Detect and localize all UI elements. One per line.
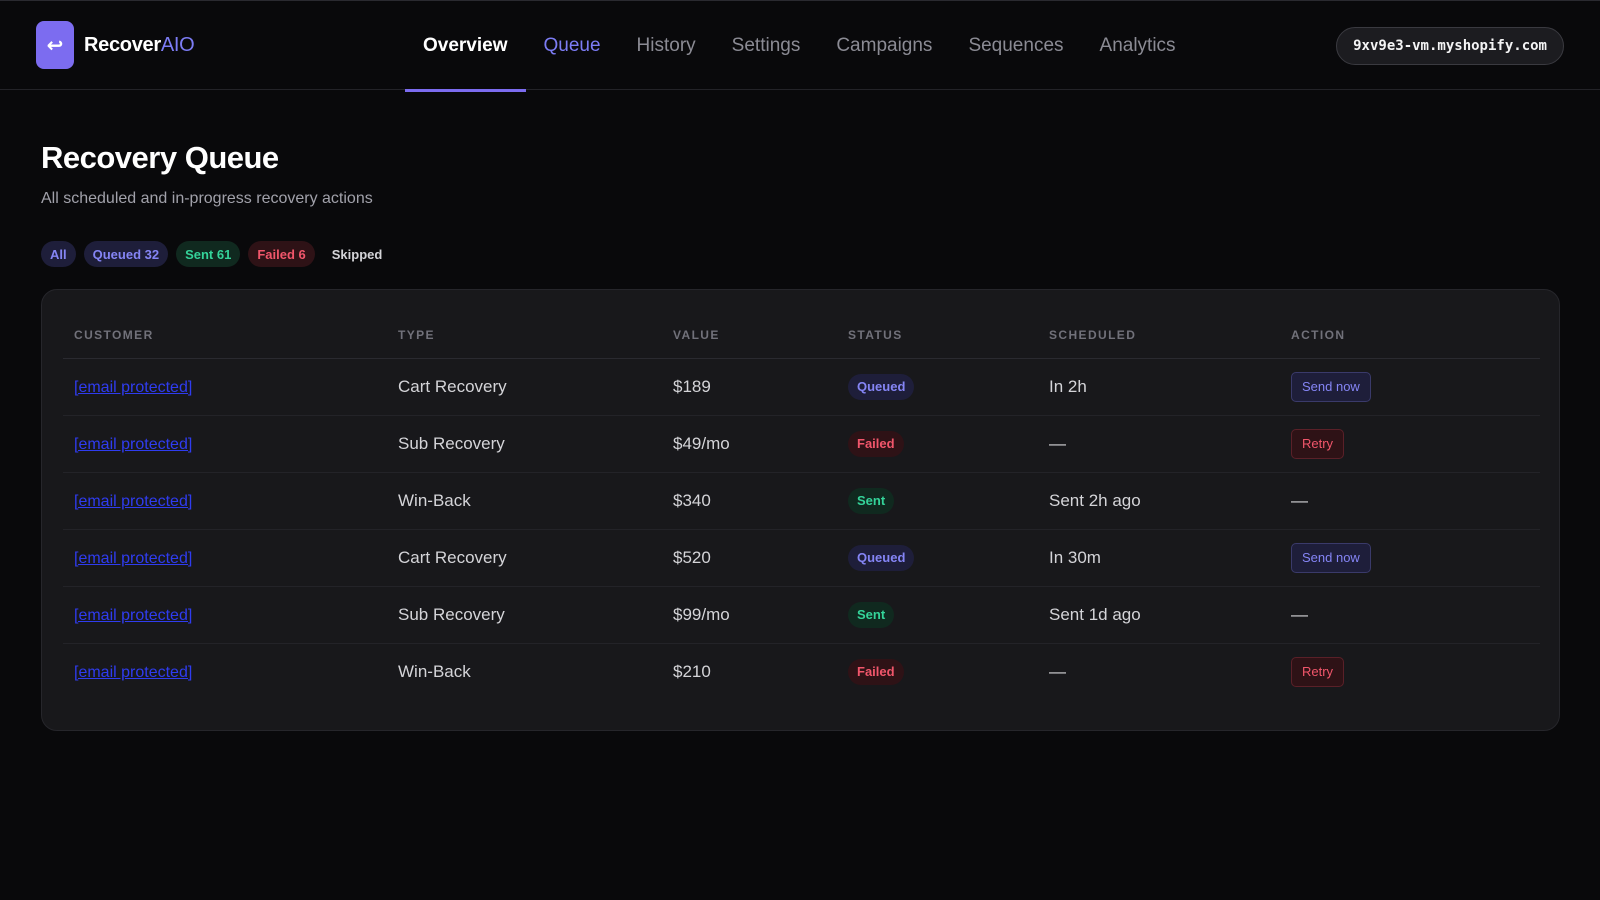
- page-subtitle: All scheduled and in-progress recovery a…: [41, 190, 373, 207]
- send-now-button[interactable]: Send now: [1291, 371, 1371, 402]
- status-filter-bar: All Queued 32 Sent 61 Failed 6 Skipped: [41, 241, 391, 267]
- scheduled-time: In 30m: [1038, 529, 1280, 587]
- retry-button[interactable]: Retry: [1291, 656, 1345, 687]
- table-row: [email protected] Win-Back $210 Failed —…: [63, 643, 1540, 700]
- queue-table: CUSTOMER TYPE VALUE STATUS SCHEDULED ACT…: [63, 312, 1540, 700]
- column-header-action: ACTION: [1280, 312, 1540, 359]
- recovery-type: Cart Recovery: [387, 358, 662, 416]
- customer-email-link[interactable]: [email protected]: [74, 378, 193, 396]
- order-value: $210: [673, 661, 711, 681]
- table-row: [email protected] Sub Recovery $99/mo Se…: [63, 586, 1540, 644]
- customer-email-link[interactable]: [email protected]: [74, 549, 193, 567]
- recovery-type: Win-Back: [398, 661, 471, 681]
- brand-name-accent: AIO: [160, 33, 195, 56]
- no-action: —: [1280, 472, 1540, 530]
- filter-chip-queued[interactable]: Queued 32: [83, 241, 169, 267]
- column-header-scheduled[interactable]: SCHEDULED: [1038, 312, 1280, 359]
- column-header-customer[interactable]: CUSTOMER: [63, 312, 387, 359]
- table-row: [email protected] Cart Recovery $520 Que…: [63, 529, 1540, 587]
- order-value: $340: [662, 472, 837, 530]
- status-badge: Sent: [848, 601, 895, 628]
- scheduled-time: —: [1038, 415, 1280, 473]
- brand-name: RecoverAIO: [84, 33, 195, 57]
- scheduled-time: Sent 1d ago: [1038, 586, 1280, 644]
- page-title: Recovery Queue: [41, 140, 279, 175]
- nav-tab-campaigns[interactable]: Campaigns: [836, 35, 933, 56]
- retry-button[interactable]: Retry: [1291, 428, 1345, 459]
- return-arrow-icon: ↩: [36, 21, 74, 69]
- status-badge: Failed: [848, 430, 904, 457]
- recovery-type: Sub Recovery: [387, 415, 662, 473]
- recovery-type: Sub Recovery: [387, 586, 662, 644]
- filter-chip-failed[interactable]: Failed 6: [248, 241, 315, 267]
- nav-tab-overview[interactable]: Overview: [405, 1, 526, 92]
- shop-domain-pill[interactable]: 9xv9e3-vm.myshopify.com: [1336, 27, 1564, 65]
- customer-email-link[interactable]: [email protected]: [74, 606, 193, 624]
- column-header-status[interactable]: STATUS: [837, 312, 1038, 359]
- scheduled-time: In 2h: [1038, 358, 1280, 416]
- page-header: Recovery Queue All scheduled and in-prog…: [41, 140, 373, 208]
- customer-email-link[interactable]: [email protected]: [74, 492, 193, 510]
- recovery-type: Cart Recovery: [387, 529, 662, 587]
- status-badge: Queued: [848, 373, 915, 400]
- filter-chip-skipped[interactable]: Skipped: [331, 246, 383, 262]
- nav-tab-history[interactable]: History: [636, 35, 696, 56]
- brand[interactable]: ↩ RecoverAIO: [36, 21, 195, 69]
- scheduled-time: —: [1049, 661, 1066, 681]
- table-row: [email protected] Win-Back $340 Sent Sen…: [63, 472, 1540, 530]
- nav-tab-analytics[interactable]: Analytics: [1099, 35, 1176, 56]
- column-header-type[interactable]: TYPE: [387, 312, 662, 359]
- table-row: [email protected] Cart Recovery $189 Que…: [63, 358, 1540, 416]
- send-now-button[interactable]: Send now: [1291, 542, 1371, 573]
- nav-tab-settings[interactable]: Settings: [731, 35, 801, 56]
- order-value: $189: [662, 358, 837, 416]
- status-badge: Sent: [848, 487, 895, 514]
- order-value: $520: [662, 529, 837, 587]
- scheduled-time: Sent 2h ago: [1038, 472, 1280, 530]
- table-header-row: CUSTOMER TYPE VALUE STATUS SCHEDULED ACT…: [63, 312, 1540, 359]
- filter-chip-sent[interactable]: Sent 61: [176, 241, 241, 267]
- filter-chip-all[interactable]: All: [41, 241, 76, 267]
- column-header-value[interactable]: VALUE: [662, 312, 837, 359]
- status-badge: Failed: [848, 658, 904, 685]
- top-bar: ↩ RecoverAIO Overview Queue History Sett…: [0, 0, 1600, 92]
- no-action: —: [1280, 586, 1540, 644]
- nav-tab-sequences[interactable]: Sequences: [968, 35, 1064, 56]
- queue-table-card: CUSTOMER TYPE VALUE STATUS SCHEDULED ACT…: [41, 289, 1560, 731]
- customer-email-link[interactable]: [email protected]: [74, 435, 193, 453]
- recovery-type: Win-Back: [387, 472, 662, 530]
- order-value: $49/mo: [662, 415, 837, 473]
- table-row: [email protected] Sub Recovery $49/mo Fa…: [63, 415, 1540, 473]
- status-badge: Queued: [848, 544, 915, 571]
- nav-tab-queue[interactable]: Queue: [543, 35, 601, 56]
- brand-name-main: Recover: [84, 33, 161, 56]
- main-nav: Overview Queue History Settings Campaign…: [405, 1, 1194, 92]
- order-value: $99/mo: [662, 586, 837, 644]
- customer-email-link[interactable]: [email protected]: [74, 663, 193, 681]
